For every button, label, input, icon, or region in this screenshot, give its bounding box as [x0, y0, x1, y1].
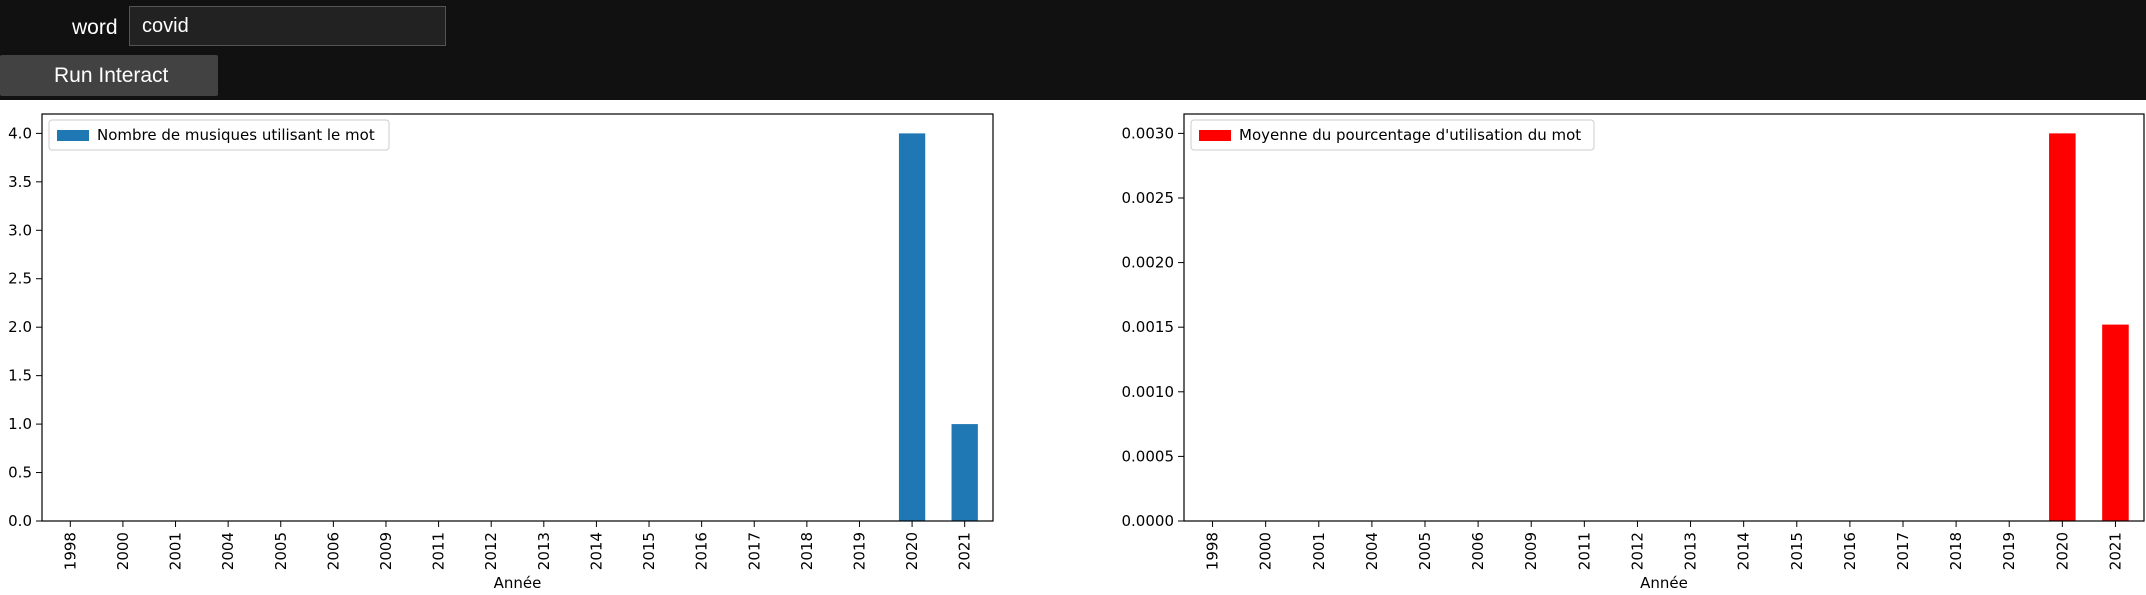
y-tick-label: 2.5 [8, 270, 32, 288]
legend-label: Nombre de musiques utilisant le mot [97, 126, 375, 144]
y-tick-label: 0.0010 [1122, 383, 1175, 401]
bar-2020 [898, 133, 926, 521]
legend-swatch [57, 130, 89, 141]
y-tick-label: 0.0025 [1122, 189, 1175, 207]
x-tick-label: 2015 [1788, 532, 1806, 570]
x-tick-label: 2016 [1841, 532, 1859, 570]
x-tick-label: 2009 [377, 532, 395, 570]
charts-canvas: 0.0 0.5 1.0 1.5 2.0 2.5 3.0 3.5 4.0 1998 2000 2001 2… [8, 113, 2145, 592]
chart-2: 0.0000 0.0005 0.0010 0.0015 0.0020 0.0025 0.00… [1122, 113, 2145, 592]
x-tick-label: 2014 [1735, 532, 1753, 570]
x-tick-label: 2014 [587, 532, 605, 570]
x-tick-label: 2021 [956, 532, 974, 570]
y-tick-label: 1.5 [8, 367, 32, 385]
word-input[interactable] [129, 6, 446, 46]
x-tick-label: 2006 [1469, 532, 1487, 570]
bar-2021 [2102, 324, 2129, 521]
x-tick-label: 2004 [219, 532, 237, 570]
x-tick-label: 2019 [2000, 532, 2018, 570]
x-tick-label: 2013 [1682, 532, 1700, 570]
y-tick-label: 0.5 [8, 464, 32, 482]
chart-1: 0.0 0.5 1.0 1.5 2.0 2.5 3.0 3.5 4.0 1998 2000 2001 2… [8, 113, 994, 592]
plot-frame [1183, 113, 2145, 522]
x-tick-label: 2018 [798, 532, 816, 570]
x-tick-label: 1998 [1204, 532, 1222, 570]
interact-controls: word Run Interact [0, 0, 2146, 100]
run-interact-button[interactable]: Run Interact [0, 55, 218, 96]
y-tick-label: 0.0005 [1122, 447, 1175, 465]
y-tick-label: 0.0 [8, 512, 32, 530]
legend-swatch [1199, 130, 1231, 141]
x-axis-label: Année [494, 574, 542, 592]
bar-2020 [2049, 133, 2076, 521]
bar-2021 [951, 424, 978, 521]
y-tick-label: 4.0 [8, 124, 32, 142]
plot-frame [41, 113, 994, 522]
x-tick-label: 1998 [61, 532, 79, 570]
x-axis-label: Année [1640, 574, 1688, 592]
x-tick-label: 2011 [430, 532, 448, 570]
x-tick-label: 2012 [482, 532, 500, 570]
x-tick-label: 2001 [1310, 532, 1328, 570]
y-tick-label: 0.0015 [1122, 318, 1175, 336]
x-tick-label: 2015 [640, 532, 658, 570]
y-tick-label: 3.0 [8, 221, 32, 239]
legend-label: Moyenne du pourcentage d'utilisation du … [1239, 126, 1581, 144]
x-tick-label: 2018 [1947, 532, 1965, 570]
x-tick-label: 2000 [114, 532, 132, 570]
x-tick-label: 2012 [1628, 532, 1646, 570]
y-tick-label: 0.0020 [1122, 254, 1175, 272]
x-tick-label: 2005 [272, 532, 290, 570]
x-tick-label: 2020 [2053, 532, 2071, 570]
x-tick-label: 2021 [2106, 532, 2124, 570]
x-tick-label: 2001 [167, 532, 185, 570]
x-tick-label: 2017 [745, 532, 763, 570]
y-tick-label: 2.0 [8, 318, 32, 336]
x-tick-label: 2019 [850, 532, 868, 570]
word-label: word [72, 16, 118, 39]
y-tick-label: 0.0000 [1122, 512, 1175, 530]
x-tick-label: 2016 [693, 532, 711, 570]
x-tick-label: 2009 [1522, 532, 1540, 570]
legend-box [1190, 119, 1595, 151]
x-tick-label: 2000 [1257, 532, 1275, 570]
x-tick-label: 2005 [1416, 532, 1434, 570]
y-tick-label: 0.0030 [1122, 124, 1175, 142]
output-area: 0.0 0.5 1.0 1.5 2.0 2.5 3.0 3.5 4.0 1998 2000 2001 2… [0, 100, 2146, 595]
x-tick-label: 2017 [1894, 532, 1912, 570]
y-tick-label: 3.5 [8, 173, 32, 191]
x-tick-label: 2004 [1363, 532, 1381, 570]
x-tick-label: 2011 [1575, 532, 1593, 570]
x-tick-label: 2020 [903, 532, 921, 570]
x-tick-label: 2006 [324, 532, 342, 570]
legend-box [48, 119, 390, 151]
y-tick-label: 1.0 [8, 415, 32, 433]
x-tick-label: 2013 [535, 532, 553, 570]
